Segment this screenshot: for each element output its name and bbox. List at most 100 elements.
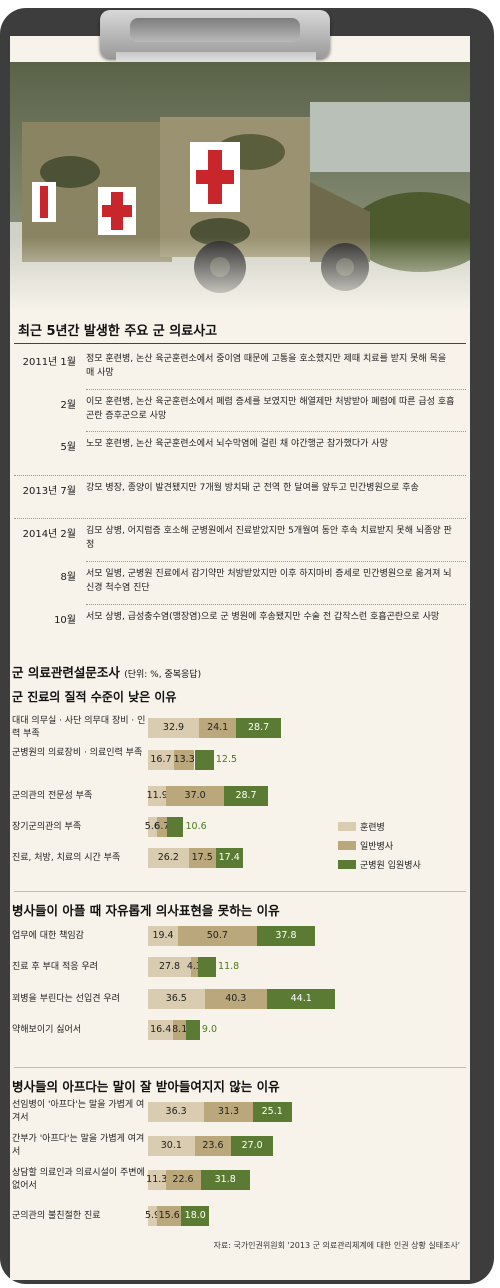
- survey-title-text: 군 의료관련설문조사: [12, 665, 120, 680]
- bar-segment-inpatient: [223, 786, 269, 806]
- chart-title: 병사들이 아플 때 자유롭게 의사표현을 못하는 이유: [12, 903, 280, 918]
- bar-segment-inpatient: [231, 1136, 274, 1156]
- incident-text: 서모 상병, 급성충수염(맹장염)으로 군 병원에 후송됐지만 수술 전 갑작스…: [86, 612, 440, 622]
- bar-value-label: 11.8: [218, 961, 240, 972]
- bar-value-label: 44.1: [290, 993, 312, 1004]
- bar-category-label: 약해보이기 싫어서: [12, 1025, 82, 1035]
- bar-value-label: 10.6: [185, 821, 207, 832]
- bar-segment-inpatient: [200, 1170, 250, 1190]
- incident-date: 5월: [60, 442, 76, 453]
- bar-category-label: 군의관의 불친절한 진료: [12, 1211, 101, 1221]
- bar-category-label: 진료, 처방, 치료의 시간 부족: [12, 853, 121, 863]
- bar-value-label: 24.1: [207, 722, 229, 733]
- bar-value-label: 25.1: [261, 1106, 283, 1117]
- chart-separator: [14, 891, 466, 892]
- bar-value-label: 36.5: [165, 993, 187, 1004]
- incident-divider: [86, 604, 466, 605]
- bar-value-label: 4.3: [186, 961, 202, 972]
- survey-title: 군 의료관련설문조사 (단위: %, 중복응답): [12, 662, 201, 681]
- bar-segment-general: [173, 750, 195, 770]
- bar-segment-general: [173, 1020, 186, 1040]
- legend-swatch: [338, 841, 356, 850]
- incident-text: 서모 일병, 군병원 진료에서 감기약만 처방받았지만 이후 하지마비 증세로 …: [86, 569, 452, 593]
- bar-segment-inpatient: [185, 1020, 200, 1040]
- bar-value-label: 26.2: [157, 852, 179, 863]
- incident-text: 노모 훈련병, 논산 육군훈련소에서 뇌수막염에 걸린 채 야간행군 참가했다가…: [86, 439, 388, 449]
- bar-segment-trainee: [148, 817, 157, 837]
- bar-value-label: 27.8: [158, 961, 181, 972]
- bar-segment-general: [157, 1206, 182, 1226]
- incident-text: 이모 훈련병, 논산 육군훈련소에서 폐렴 증세를 보였지만 해열제만 처방받아…: [86, 397, 455, 421]
- bar-segment-trainee: [148, 957, 192, 977]
- bar-value-label: 13.3: [173, 754, 195, 765]
- bar-segment-trainee: [148, 1206, 158, 1226]
- bar-value-label: 31.3: [217, 1106, 240, 1117]
- incident-divider: [86, 431, 466, 432]
- bar-value-label: 11.3: [146, 1174, 168, 1185]
- incident-date: 10월: [54, 615, 76, 626]
- bar-value-label: 28.7: [248, 722, 270, 733]
- bar-segment-general: [194, 1136, 232, 1156]
- bar-value-label: 16.4: [150, 1024, 172, 1035]
- bar-segment-general: [166, 786, 224, 806]
- incident-divider: [86, 389, 466, 390]
- bar-value-label: 32.9: [162, 722, 185, 733]
- incident-divider: [14, 518, 466, 519]
- source-note: 자료: 국가인권위원회 '2013 군 의료관리체계에 대한 인권 상황 실태조…: [213, 1241, 460, 1250]
- bar-segment-inpatient: [267, 989, 336, 1009]
- incident-text: 정모 훈련병, 논산 육군훈련소에서 중이염 때문에 고통을 호소했지만 제때 …: [86, 354, 447, 378]
- bar-segment-general: [204, 989, 268, 1009]
- bar-value-label: 37.0: [184, 790, 206, 801]
- bar-value-label: 5.6: [144, 821, 160, 832]
- bar-value-label: 17.5: [191, 852, 213, 863]
- bar-category-label: 상담할 의료인과 의료시설이 주변에 없어서: [12, 1168, 145, 1191]
- bar-segment-inpatient: [256, 926, 316, 946]
- bar-value-label: 27.0: [241, 1140, 263, 1151]
- incident-divider: [14, 475, 466, 476]
- bar-segment-general: [188, 848, 216, 868]
- bar-value-label: 11.9: [146, 790, 168, 801]
- incident-date: 2월: [60, 400, 76, 411]
- clip-hole: [130, 18, 300, 42]
- incidents-rule: [14, 343, 466, 344]
- bar-value-label: 6.7: [154, 821, 170, 832]
- bar-segment-inpatient: [197, 957, 217, 977]
- bar-segment-general: [178, 926, 257, 946]
- bar-category-label: 군병원의 의료장비 · 의료인력 부족: [12, 748, 143, 758]
- bar-value-label: 5.9: [145, 1210, 161, 1221]
- incident-divider: [86, 561, 466, 562]
- bar-segment-trainee: [148, 848, 189, 868]
- bar-value-label: 30.1: [160, 1140, 182, 1151]
- incident-date: 2013년 7월: [22, 486, 76, 497]
- ambulance-photo: [10, 62, 470, 312]
- bar-value-label: 16.7: [150, 754, 172, 765]
- bar-value-label: 37.8: [275, 930, 297, 941]
- incident-date: 8월: [60, 572, 76, 583]
- bar-value-label: 36.3: [165, 1106, 187, 1117]
- bar-segment-inpatient: [181, 1206, 210, 1226]
- legend-label: 훈련병: [360, 823, 385, 833]
- bar-category-label: 업무에 대한 책임감: [12, 931, 84, 941]
- chart-separator: [14, 1067, 466, 1068]
- bar-category-label: 군의관의 전문성 부족: [12, 791, 93, 801]
- bar-segment-trainee: [148, 786, 167, 806]
- bar-value-label: 8.1: [172, 1024, 188, 1035]
- bar-segment-general: [165, 1170, 201, 1190]
- incident-date: 2011년 1월: [22, 357, 76, 368]
- bar-value-label: 9.0: [201, 1024, 218, 1035]
- bar-category-label: 진료 후 부대 적응 우려: [12, 962, 98, 972]
- bar-segment-general: [191, 957, 198, 977]
- bar-segment-general: [204, 1102, 253, 1122]
- bar-value-label: 18.0: [184, 1210, 206, 1221]
- bar-segment-inpatient: [215, 848, 243, 868]
- bar-segment-trainee: [148, 1136, 195, 1156]
- bar-segment-trainee: [148, 718, 199, 738]
- bar-segment-trainee: [148, 1102, 205, 1122]
- bar-category-label: 대대 의무실 · 사단 의무대 장비 · 인력 부족: [12, 716, 146, 739]
- bar-value-label: 40.3: [225, 993, 247, 1004]
- bar-value-label: 28.7: [235, 790, 257, 801]
- bar-category-label: 꾀병을 부린다는 선입견 우려: [12, 994, 120, 1004]
- bar-value-label: 23.6: [202, 1140, 224, 1151]
- legend-label: 일반병사: [360, 842, 394, 852]
- bar-category-label: 선임병이 '아프다'는 말을 가볍게 여겨서: [12, 1100, 145, 1123]
